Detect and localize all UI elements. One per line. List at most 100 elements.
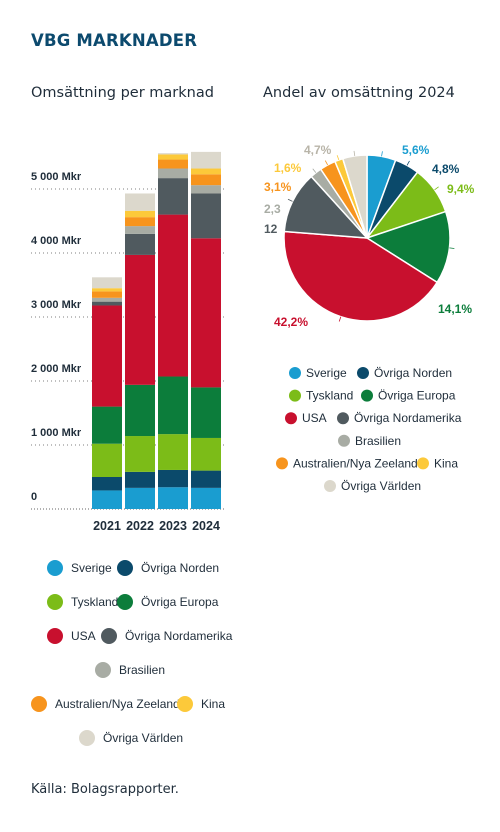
legend-label-ovriga-norden: Övriga Norden [141, 561, 219, 575]
pie-leader-kina [336, 155, 340, 161]
pie-leader-ovriga-nordamerika [287, 198, 293, 202]
bar-segment-tyskland-2023 [158, 434, 188, 470]
pie-chart-title: Andel av omsättning 2024 [263, 85, 455, 101]
x-tick-label: 2021 [93, 519, 121, 533]
y-tick-label: 1 000 Mkr [31, 427, 82, 439]
bar-segment-usa-2022 [125, 254, 155, 385]
bar-segment-tyskland-2022 [125, 436, 155, 472]
pie-label-usa: 42,2% [274, 315, 308, 329]
bar-segment-kina-2022 [125, 210, 155, 218]
bar-segment-kina-2023 [158, 154, 188, 160]
pie-legend-label-sverige: Sverige [306, 366, 347, 380]
pie-slice-usa [283, 230, 439, 322]
bar-segment-usa-2021 [92, 305, 122, 407]
pie-label-ovriga-varlden: 4,7% [304, 143, 332, 157]
pie-chart: 5,6%4,8% 9,4% 14,1% 42,2% 12 2,3 3,1% 1,6%4,7% [264, 143, 475, 329]
pie-leader-ovriga-europa [449, 247, 455, 249]
legend-swatch-tyskland [47, 594, 63, 610]
legend-label-australien-nya-zeeland: Australien/Nya Zeeland [55, 697, 180, 711]
pie-legend-swatch-sverige [289, 367, 301, 379]
x-tick-label: 2023 [159, 519, 187, 533]
y-tick-label: 5 000 Mkr [31, 171, 82, 183]
bar-segment-ovriga-varlden-2023 [158, 153, 188, 155]
bar-segment-ovriga-nordamerika-2021 [92, 301, 122, 306]
bar-chart-legend: Sverige Övriga Norden Tyskland Övriga Europ… [31, 560, 233, 746]
pie-leader-tyskland [434, 186, 439, 191]
pie-leader-sverige [381, 151, 383, 157]
bar-segment-ovriga-europa-2024 [191, 387, 221, 438]
legend-swatch-australien-nya-zeeland [31, 696, 47, 712]
pie-legend-swatch-ovriga-europa [361, 389, 373, 402]
bar-segment-kina-2024 [191, 168, 221, 175]
bar-segment-usa-2023 [158, 214, 188, 377]
bar-segment-ovriga-nordamerika-2023 [158, 178, 188, 215]
bar-segment-sverige-2023 [158, 487, 188, 509]
bar-segment-ovriga-europa-2022 [125, 384, 155, 437]
bar-segment-brasilien-2024 [191, 185, 221, 194]
bar-segment-tyskland-2024 [191, 437, 221, 471]
page-title: VBG MARKNADER [31, 31, 198, 50]
pie-chart-legend: Sverige Övriga Norden Tyskland Övriga Europ… [276, 366, 462, 493]
legend-swatch-ovriga-europa [117, 594, 133, 610]
legend-label-usa: USA [71, 629, 96, 643]
pie-legend-label-kina: Kina [434, 456, 458, 470]
bar-segment-brasilien-2023 [158, 168, 188, 179]
source-note: Källa: Bolagsrapporter. [31, 782, 179, 797]
bar-segment-ovriga-norden-2023 [158, 469, 188, 488]
pie-legend-label-tyskland: Tyskland [306, 389, 353, 403]
bar-segment-australien-nya-zeeland-2021 [92, 291, 122, 298]
legend-label-sverige: Sverige [71, 561, 112, 575]
legend-label-tyskland: Tyskland [71, 595, 118, 609]
legend-swatch-usa [47, 628, 63, 644]
bar-segment-ovriga-varlden-2021 [92, 277, 122, 289]
pie-leader-australien-nya-zeeland [324, 160, 328, 166]
bar-segment-ovriga-norden-2024 [191, 470, 221, 488]
bar-segment-ovriga-nordamerika-2022 [125, 233, 155, 255]
pie-label-brasilien: 2,3 [264, 202, 281, 216]
bar-segment-brasilien-2022 [125, 226, 155, 234]
pie-leader-brasilien [312, 168, 317, 173]
bar-segment-australien-nya-zeeland-2023 [158, 159, 188, 169]
legend-label-ovriga-nordamerika: Övriga Nordamerika [125, 629, 233, 643]
pie-label-sverige: 5,6% [402, 143, 430, 157]
legend-swatch-ovriga-varlden [79, 730, 95, 746]
pie-label-australien-nya-zeeland: 3,1% [264, 180, 292, 194]
y-tick-label: 4 000 Mkr [31, 235, 82, 247]
legend-label-ovriga-varlden: Övriga Världen [103, 731, 183, 745]
pie-legend-label-australien-nya-zeeland: Australien/Nya Zeeland [293, 456, 418, 470]
pie-legend-label-ovriga-europa: Övriga Europa [378, 389, 456, 403]
x-tick-label: 2024 [192, 519, 220, 533]
bar-segment-kina-2021 [92, 288, 122, 292]
bar-segment-australien-nya-zeeland-2022 [125, 217, 155, 227]
pie-label-tyskland: 9,4% [447, 182, 475, 196]
pie-legend-swatch-ovriga-norden [357, 367, 369, 379]
bar-segment-tyskland-2021 [92, 443, 122, 477]
pie-legend-label-ovriga-nordamerika: Övriga Nordamerika [354, 411, 462, 425]
bar-segment-ovriga-europa-2021 [92, 406, 122, 444]
legend-swatch-sverige [47, 560, 63, 576]
pie-legend-swatch-kina [417, 457, 429, 470]
bar-segment-sverige-2022 [125, 487, 155, 509]
pie-legend-swatch-usa [285, 412, 297, 425]
legend-swatch-kina [177, 696, 193, 712]
bar-chart: 0 1 000 Mkr 2 000 Mkr 3 000 Mkr 4 000 Mkr 5 0… [31, 151, 224, 533]
pie-legend-swatch-brasilien [338, 434, 350, 447]
legend-label-ovriga-europa: Övriga Europa [141, 595, 219, 609]
bar-segment-ovriga-norden-2022 [125, 471, 155, 488]
pie-legend-swatch-ovriga-nordamerika [337, 412, 349, 425]
bar-chart-title: Omsättning per marknad [31, 85, 214, 101]
pie-legend-label-ovriga-norden: Övriga Norden [374, 366, 452, 380]
bar-segment-brasilien-2021 [92, 297, 122, 302]
legend-swatch-ovriga-nordamerika [101, 628, 117, 644]
bar-segment-usa-2024 [191, 238, 221, 388]
pie-slice-ovriga-europa [365, 210, 451, 284]
pie-leader-ovriga-norden [406, 160, 410, 166]
pie-legend-label-usa: USA [302, 411, 327, 425]
pie-slice-ovriga-nordamerika [283, 175, 369, 239]
bar-segment-australien-nya-zeeland-2024 [191, 174, 221, 186]
bar-segment-sverige-2021 [92, 490, 122, 509]
legend-label-kina: Kina [201, 697, 225, 711]
bar-segment-sverige-2024 [191, 487, 221, 509]
pie-legend-label-brasilien: Brasilien [355, 434, 401, 448]
